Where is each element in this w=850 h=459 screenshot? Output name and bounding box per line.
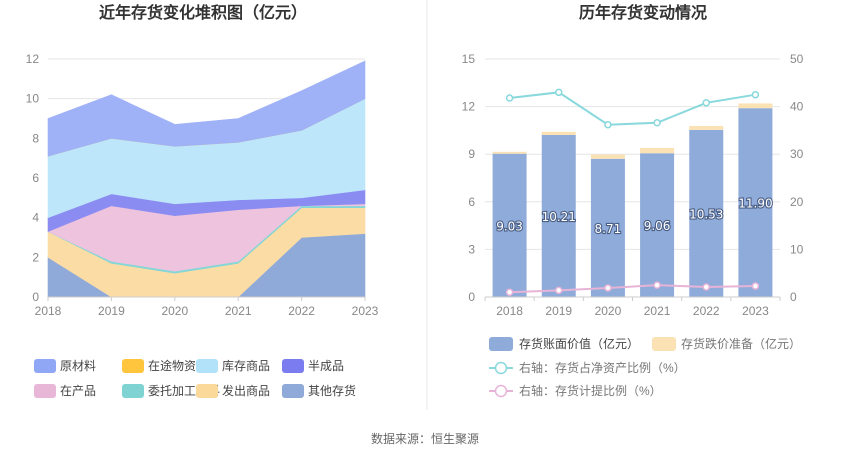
legend-swatch	[34, 384, 56, 398]
y-tick-label: 10	[26, 92, 40, 106]
line-point	[555, 286, 563, 295]
right-chart-title: 历年存货变动情况	[579, 3, 707, 22]
line-point	[604, 120, 612, 129]
bar-book-value	[590, 158, 625, 297]
x-tick-label: 2018	[35, 304, 62, 318]
legend-label: 在产品	[60, 384, 96, 398]
bar-impairment	[689, 125, 724, 130]
y2-tick-label: 0	[790, 290, 797, 304]
legend-label-impairment: 存货跌价准备（亿元）	[681, 336, 801, 351]
y2-tick-label: 50	[790, 52, 804, 66]
y-tick-label: 0	[32, 290, 39, 304]
data-source: 数据来源：恒生聚源	[371, 431, 479, 446]
legend-line-label: 右轴：存货占净资产比例（%）	[519, 360, 686, 375]
line-point	[702, 99, 710, 107]
line-point	[505, 288, 514, 296]
legend-swatch-book-value	[489, 337, 513, 351]
y-tick-label: 9	[468, 147, 475, 161]
y2-tick-label: 30	[790, 147, 804, 161]
legend-label: 库存商品	[222, 358, 270, 373]
stacked-area-chart: 0 2 4 6 8 10 12 2018 2019 2020 2021 2022 2023	[26, 52, 379, 318]
left-chart-title: 近年存货变化堆积图（亿元）	[99, 3, 307, 22]
legend-line-label: 右轴：存货计提比例（%）	[519, 383, 662, 398]
y-tick-label: 6	[468, 195, 475, 209]
line-point	[555, 88, 563, 97]
bar-book-value	[541, 135, 576, 297]
bar-data-label: 9.03	[496, 219, 523, 233]
x-tick-label: 2018	[496, 304, 523, 318]
line-point	[751, 282, 760, 290]
legend-swatch	[282, 384, 304, 398]
legend-line-marker	[494, 384, 508, 398]
line-point	[505, 94, 514, 102]
y-tick-label: 8	[32, 131, 39, 145]
bar-data-label: 11.90	[738, 197, 772, 211]
y-tick-label: 12	[462, 100, 476, 114]
bar-book-value	[689, 129, 724, 297]
bar-line-chart: 0 3 6 9 12 15 0 10 20 30 40 50 9.03 10.21 8.71 9.06 10.5…	[462, 52, 804, 318]
legend-label: 半成品	[308, 359, 344, 373]
y2-tick-label: 20	[790, 195, 804, 209]
bar-impairment	[541, 131, 576, 136]
x-tick-label: 2023	[352, 304, 379, 318]
legend-label: 在途物资	[148, 358, 196, 373]
legend-swatch-impairment	[652, 337, 676, 351]
y-tick-label: 12	[26, 52, 40, 66]
y-tick-label: 0	[468, 290, 475, 304]
bar-data-label: 10.53	[689, 207, 723, 221]
legend-label: 其他存货	[308, 383, 356, 398]
bar-book-value	[492, 153, 527, 297]
bar-data-label: 8.71	[595, 222, 622, 236]
line-ratio-net-assets	[509, 91, 756, 126]
x-tick-label: 2023	[742, 304, 769, 318]
legend-label: 原材料	[60, 359, 96, 373]
bar-impairment	[738, 103, 773, 109]
line-point	[604, 284, 612, 292]
legend-swatch	[196, 384, 218, 398]
y-tick-label: 6	[32, 171, 39, 185]
y-tick-label: 4	[32, 211, 39, 225]
y-tick-label: 3	[468, 242, 475, 256]
x-tick-label: 2022	[288, 304, 315, 318]
legend-label: 发出商品	[222, 383, 270, 398]
y2-tick-label: 10	[790, 242, 804, 256]
x-tick-label: 2022	[693, 304, 720, 318]
legend-swatch	[122, 384, 144, 398]
bar-book-value	[738, 108, 773, 297]
bar-data-label: 10.21	[542, 210, 576, 224]
legend-swatch	[196, 359, 218, 373]
x-tick-label: 2020	[595, 304, 622, 318]
legend-line-marker	[494, 361, 508, 375]
legend-swatch	[34, 359, 56, 373]
legend-label-book-value: 存货账面价值（亿元）	[519, 336, 639, 351]
line-point	[751, 90, 760, 99]
line-point	[653, 281, 661, 289]
bar-impairment	[492, 151, 527, 154]
bar-impairment	[640, 148, 675, 154]
y-tick-label: 2	[32, 250, 39, 264]
bar-impairment	[590, 154, 625, 159]
x-tick-label: 2020	[161, 304, 188, 318]
line-point	[702, 283, 710, 291]
line-provision-ratio	[509, 284, 756, 294]
bar-book-value	[640, 153, 675, 297]
bar-data-label: 9.06	[644, 219, 671, 233]
x-tick-label: 2021	[225, 304, 252, 318]
y2-tick-label: 40	[790, 100, 804, 114]
area-原材料	[47, 60, 366, 157]
line-point	[653, 119, 661, 127]
x-tick-label: 2019	[545, 304, 572, 318]
right-legend: 存货账面价值（亿元） 存货跌价准备（亿元） 右轴：存货占净资产比例（%） 右轴：存货计…	[489, 336, 801, 398]
legend-swatch	[282, 359, 304, 373]
x-tick-label: 2021	[644, 304, 671, 318]
x-tick-label: 2019	[98, 304, 125, 318]
legend-swatch	[122, 359, 144, 373]
y-tick-label: 15	[462, 52, 476, 66]
